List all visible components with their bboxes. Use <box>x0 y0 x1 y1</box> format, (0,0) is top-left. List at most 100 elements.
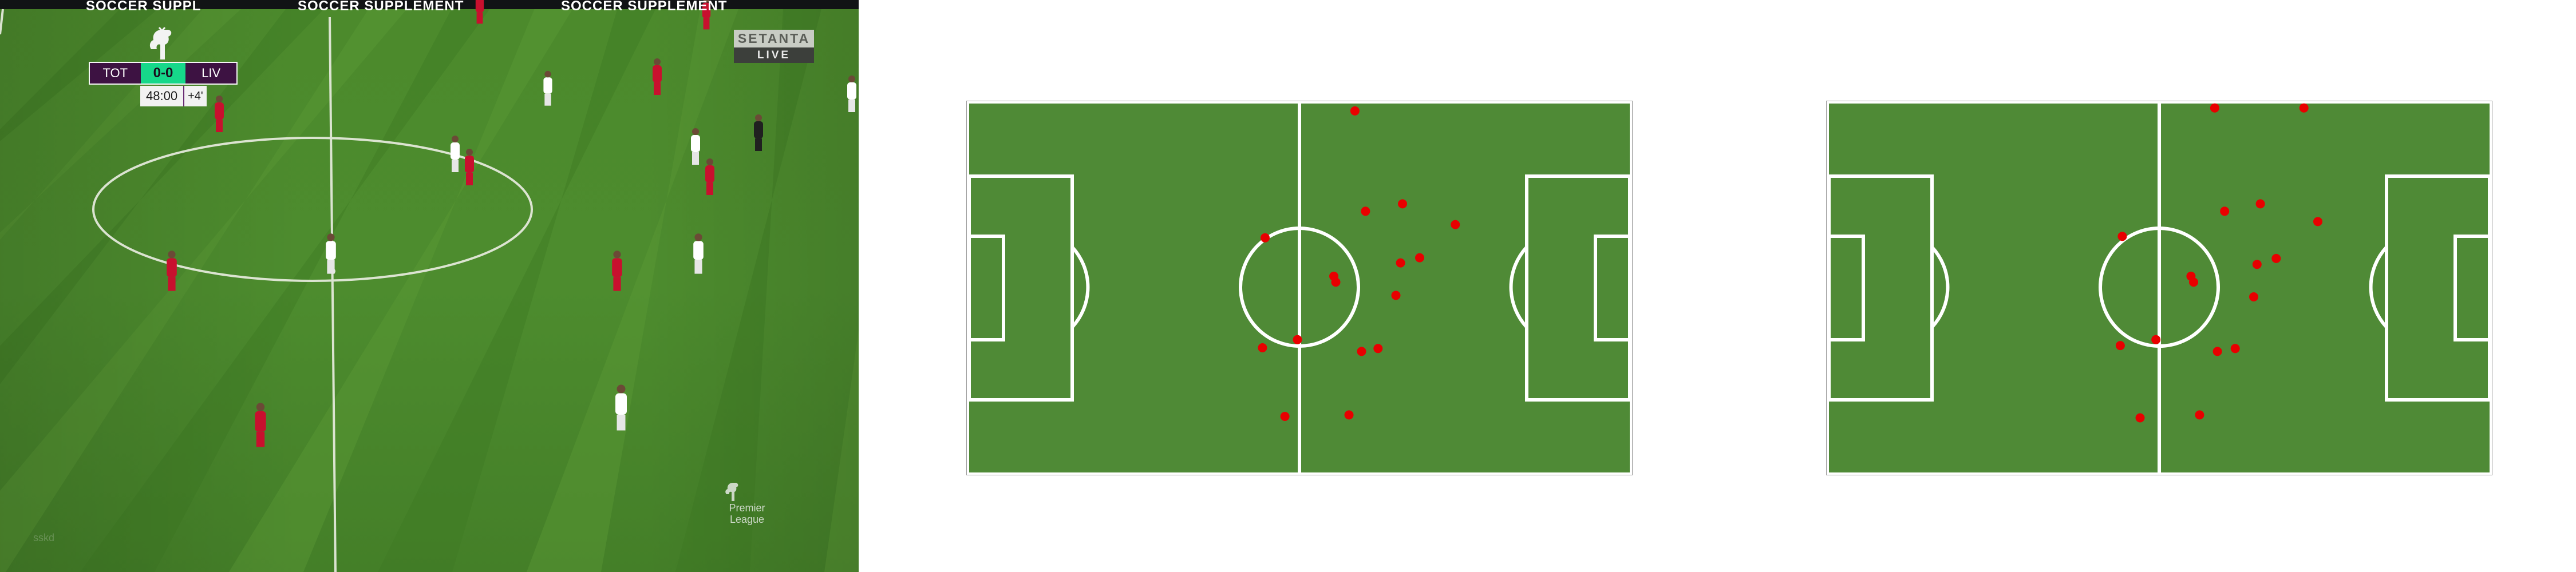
player-legs <box>452 160 459 172</box>
player-legs <box>476 12 483 24</box>
player-head <box>848 76 855 82</box>
pitch-lines <box>967 104 1631 472</box>
premier-league-watermark: Premier League <box>721 482 773 525</box>
pitch-diagram <box>966 101 1633 475</box>
player-head <box>706 158 713 165</box>
competition-line2: League <box>729 514 765 525</box>
competition-line1: Premier <box>729 502 765 514</box>
scoreboard: TOT 0-0 LIV <box>89 62 238 85</box>
player-marker <box>1344 410 1354 420</box>
player-marker <box>2135 413 2145 423</box>
player-marker <box>1258 343 1267 352</box>
player-head <box>216 96 223 102</box>
player-markers <box>2115 103 2322 423</box>
player-marker <box>2230 344 2240 353</box>
player-legs <box>703 18 710 30</box>
player-legs <box>466 173 473 185</box>
player-legs <box>216 120 223 132</box>
player-marker <box>1261 233 1270 243</box>
player-legs <box>617 415 626 431</box>
player-marker <box>2212 347 2222 356</box>
player-figure <box>653 65 662 82</box>
tactical-map-1 <box>966 101 1633 475</box>
away-team-label: LIV <box>185 63 236 84</box>
broadcast-pitch-lines <box>0 9 533 572</box>
player-marker <box>2313 217 2322 227</box>
player-head <box>654 58 661 65</box>
player-marker <box>1361 206 1370 216</box>
pitch-lines <box>1827 104 2491 472</box>
banner-text: SOCCER SUPPLEMENT <box>298 0 464 14</box>
player-marker <box>2271 253 2281 263</box>
player-marker <box>1293 335 1302 344</box>
player-figure <box>255 411 266 432</box>
player-marker <box>1280 412 1290 421</box>
player-head <box>168 251 176 259</box>
player-marker <box>2220 206 2230 216</box>
player-figure <box>693 241 704 260</box>
player-legs <box>168 277 176 291</box>
player-head <box>327 233 335 241</box>
player-marker <box>1373 344 1383 353</box>
player-head <box>703 0 710 3</box>
player-figure <box>326 241 336 260</box>
player-marker <box>2252 260 2262 269</box>
player-legs <box>654 82 661 95</box>
player-figure <box>705 165 714 182</box>
live-badge: LIVE <box>734 47 814 63</box>
player-legs <box>694 260 702 274</box>
player-head <box>544 70 551 78</box>
player-legs <box>706 182 713 195</box>
player-head <box>466 149 473 156</box>
player-figure <box>691 135 700 152</box>
player-figure <box>451 142 460 160</box>
player-marker <box>2299 103 2309 113</box>
player-marker <box>1350 106 1360 116</box>
player-legs <box>613 277 621 291</box>
watermark: sskd <box>33 532 55 543</box>
match-time: 48:00 <box>140 86 184 106</box>
player-head <box>613 251 621 259</box>
player-legs <box>327 260 335 274</box>
player-figure <box>465 156 474 173</box>
player-marker <box>2195 410 2204 420</box>
broadcast-frame: SOCCER SUPPL SOCCER SUPPLEMENT SOCCER SU… <box>0 0 859 572</box>
player-marker <box>1331 277 1341 287</box>
player-marker <box>2151 335 2161 344</box>
player-head <box>256 403 265 411</box>
player-marker <box>1391 291 1401 300</box>
player-head <box>617 384 626 394</box>
player-marker <box>1357 347 1366 356</box>
player-marker <box>2255 199 2265 209</box>
banner-text: SOCCER SUPPL <box>86 0 202 14</box>
player-head <box>694 233 702 241</box>
added-time: +4' <box>183 86 207 106</box>
player-legs <box>256 431 265 447</box>
channel-logo: SETANTA LIVE <box>734 30 814 63</box>
player-marker <box>1451 220 1460 229</box>
player-figure <box>612 258 622 277</box>
player-figure <box>475 0 484 13</box>
player-figure <box>847 82 856 100</box>
player-marker <box>2117 232 2127 241</box>
broadcast-players <box>167 0 856 447</box>
player-legs <box>544 93 551 106</box>
player-figure <box>754 121 763 138</box>
player-figure <box>215 102 224 120</box>
channel-name: SETANTA <box>734 30 814 47</box>
pitch-diagram <box>1826 101 2492 475</box>
home-team-label: TOT <box>90 63 141 84</box>
player-legs <box>848 100 855 112</box>
player-marker <box>2249 292 2258 301</box>
player-figure <box>702 2 711 18</box>
player-head <box>452 136 459 142</box>
match-clock: 48:00 +4' <box>140 86 207 106</box>
lion-icon <box>725 483 738 501</box>
player-head <box>755 114 762 121</box>
premier-league-logo <box>142 26 182 63</box>
broadcast-pitch <box>0 0 859 572</box>
player-marker <box>2115 341 2125 351</box>
player-figure <box>615 393 627 415</box>
player-head <box>692 128 699 135</box>
player-markers <box>1258 106 1460 421</box>
